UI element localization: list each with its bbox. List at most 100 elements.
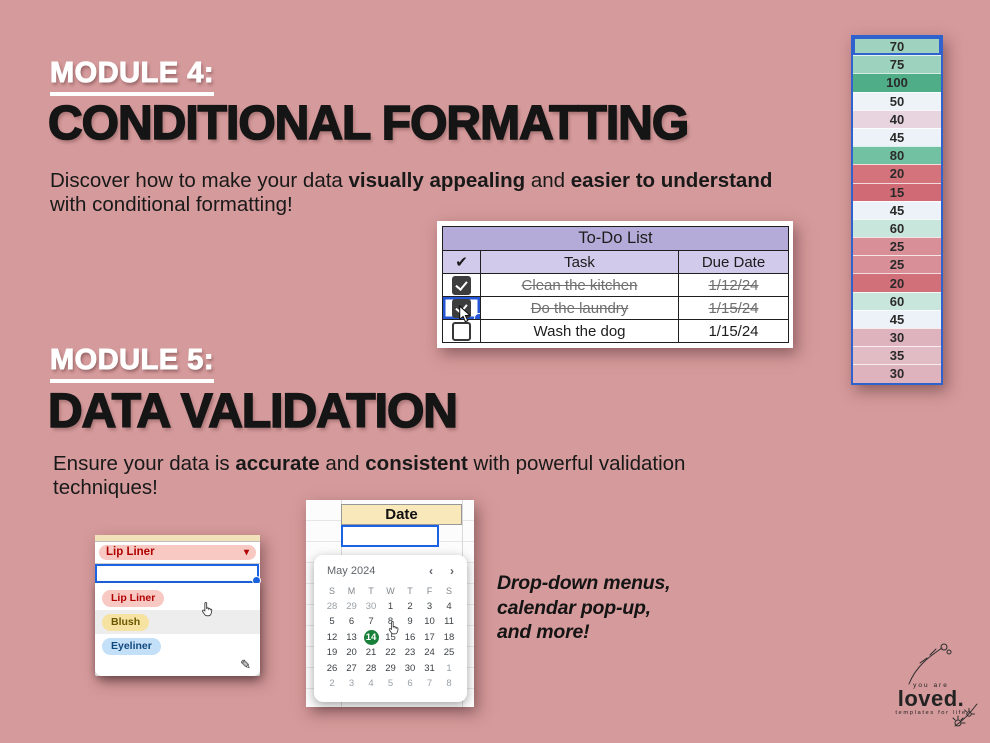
formatted-cell[interactable]: 20: [853, 164, 941, 183]
calendar-day[interactable]: 1: [387, 600, 394, 612]
formatted-cell[interactable]: 80: [853, 146, 941, 165]
dropdown-option[interactable]: Eyeliner: [95, 634, 260, 658]
calendar-day[interactable]: 20: [346, 647, 357, 659]
formatted-cell[interactable]: 45: [853, 127, 941, 147]
calendar-day[interactable]: 16: [404, 631, 416, 643]
task-cell[interactable]: Clean the kitchen: [480, 273, 679, 297]
weekday-label: T: [407, 585, 413, 596]
selected-chip[interactable]: Lip Liner ▾: [99, 545, 256, 560]
calendar-grid: S M T W T F S 28 29 30 1 2 3 4 5 6 7 8 9 10 11 12 13 14 15 16 17 18…: [314, 583, 467, 692]
active-cell[interactable]: [341, 525, 439, 547]
calendar-day[interactable]: 8: [446, 678, 452, 690]
module5-kicker: MODULE 5:: [50, 344, 214, 383]
check-column-header: ✔: [442, 250, 481, 274]
calendar-day[interactable]: 7: [368, 616, 374, 628]
calendar-day[interactable]: 29: [346, 600, 357, 612]
prev-month-icon[interactable]: ‹: [428, 564, 433, 578]
formatted-cell[interactable]: 50: [853, 91, 941, 110]
calendar-day[interactable]: 26: [326, 662, 338, 674]
due-date-cell[interactable]: 1/15/24: [678, 319, 789, 343]
formatted-cell[interactable]: 25: [853, 237, 941, 256]
formatted-cell[interactable]: 30: [853, 364, 941, 383]
calendar-day[interactable]: 9: [407, 616, 413, 628]
edit-pencil-icon[interactable]: ✎: [240, 657, 251, 672]
calendar-day[interactable]: 3: [426, 600, 433, 612]
weekday-label: M: [347, 585, 356, 596]
chevron-down-icon[interactable]: ▾: [243, 547, 249, 558]
calendar-day[interactable]: 1: [446, 662, 452, 674]
brand-logo: you are loved. templates for life: [878, 640, 984, 740]
dropdown-option[interactable]: Lip Liner: [95, 586, 260, 610]
formatted-cell[interactable]: 30: [853, 328, 941, 347]
calendar-day[interactable]: 12: [326, 631, 338, 643]
dropdown-option[interactable]: Blush: [95, 610, 260, 634]
calendar-day[interactable]: 18: [443, 631, 455, 643]
calendar-day[interactable]: 29: [385, 662, 396, 674]
note-line: calendar pop-up,: [497, 596, 651, 619]
checkbox[interactable]: [452, 321, 471, 341]
calendar-day[interactable]: 28: [326, 600, 338, 612]
mouse-cursor-icon: [459, 305, 472, 323]
calendar-day[interactable]: 5: [329, 616, 335, 628]
calendar-day[interactable]: 6: [407, 678, 413, 690]
formatted-cell[interactable]: 15: [853, 182, 941, 201]
calendar-day[interactable]: 13: [346, 631, 357, 643]
calendar-day[interactable]: 4: [446, 600, 452, 612]
calendar-day[interactable]: 2: [407, 600, 413, 612]
fill-handle[interactable]: [474, 313, 480, 319]
calendar-day[interactable]: 3: [348, 678, 355, 690]
formatted-cell[interactable]: 70: [853, 37, 941, 56]
dropdown-screenshot: Lip Liner ▾ Lip Liner Blush Eyeliner ✎: [95, 535, 261, 676]
dropdown-menu-footer: ✎: [95, 657, 260, 676]
calendar-day[interactable]: 27: [346, 662, 357, 674]
active-cell[interactable]: [95, 564, 261, 585]
due-date-cell[interactable]: 1/15/24: [678, 296, 789, 320]
formatted-cell[interactable]: 40: [853, 109, 941, 128]
checkbox-cell[interactable]: [442, 273, 481, 297]
formatted-cell[interactable]: 75: [853, 55, 941, 74]
note-line: and more!: [497, 621, 590, 643]
calendar-day[interactable]: 15: [385, 631, 396, 643]
calendar-day[interactable]: 11: [444, 616, 454, 628]
calendar-day[interactable]: 23: [404, 647, 416, 659]
calendar-day[interactable]: 4: [368, 678, 374, 690]
formatted-cell[interactable]: 25: [853, 255, 941, 274]
calendar-day[interactable]: 31: [424, 662, 435, 674]
formatted-cell[interactable]: 60: [853, 218, 941, 238]
calendar-day[interactable]: 24: [424, 647, 435, 659]
checkbox-cell[interactable]: [442, 319, 481, 343]
description-line: Ensure your data is accurate and consist…: [53, 452, 686, 475]
calendar-day[interactable]: 30: [404, 662, 416, 674]
due-date-cell[interactable]: 1/12/24: [678, 273, 789, 297]
formatted-cell[interactable]: 35: [853, 346, 941, 365]
task-cell[interactable]: Do the laundry: [480, 296, 679, 320]
formatted-cell[interactable]: 60: [853, 291, 941, 310]
calendar-day[interactable]: 7: [426, 678, 433, 690]
calendar-day[interactable]: 8: [387, 616, 394, 628]
checkbox[interactable]: [452, 275, 471, 295]
calendar-day[interactable]: 2: [329, 678, 335, 690]
calendar-day[interactable]: 19: [326, 647, 338, 659]
next-month-icon[interactable]: ›: [450, 564, 454, 578]
calendar-day[interactable]: 5: [387, 678, 394, 690]
month-nav: ‹ ›: [415, 564, 454, 578]
formatted-cell[interactable]: 100: [853, 73, 941, 92]
calendar-day[interactable]: 17: [424, 631, 435, 643]
formatted-cell[interactable]: 45: [853, 200, 941, 219]
calendar-day[interactable]: 28: [365, 662, 377, 674]
calendar-day[interactable]: 14: [361, 629, 381, 646]
calendar-day[interactable]: 10: [424, 616, 435, 628]
calendar-day[interactable]: 25: [443, 647, 455, 659]
calendar-day[interactable]: 21: [365, 647, 377, 659]
formatted-cell[interactable]: 20: [853, 273, 941, 292]
logo-tagline-bottom: templates for life: [895, 710, 967, 716]
calendar-day[interactable]: 6: [348, 616, 355, 628]
formatted-cell[interactable]: 45: [853, 309, 941, 328]
note-line: Drop-down menus,: [497, 572, 671, 594]
dropdown-selected-cell[interactable]: Lip Liner ▾: [95, 542, 260, 564]
calendar-day[interactable]: 30: [365, 600, 377, 612]
task-cell[interactable]: Wash the dog: [480, 319, 679, 343]
date-picker-header: May 2024 ‹ ›: [314, 555, 467, 581]
todo-row: Wash the dog 1/15/24: [442, 319, 789, 343]
calendar-day[interactable]: 22: [385, 647, 396, 659]
